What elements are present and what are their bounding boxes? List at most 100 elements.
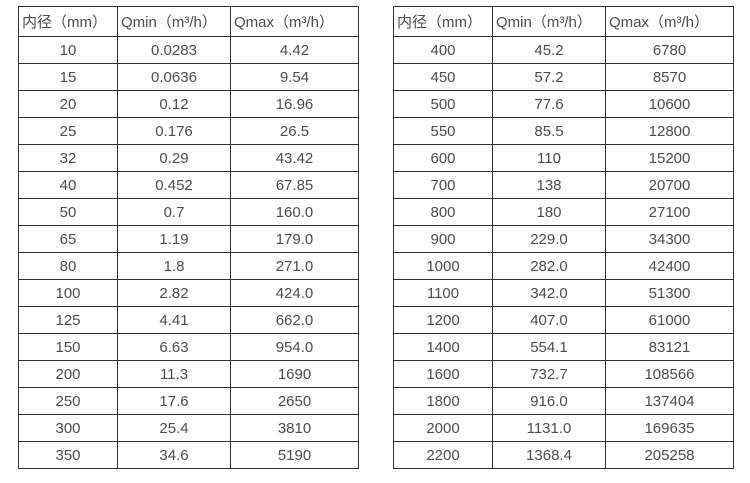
cell: 179.0 [230, 225, 359, 253]
cell: 200 [18, 360, 118, 388]
cell: 1.19 [117, 225, 231, 253]
cell: 2.82 [117, 279, 231, 307]
cell: 1600 [393, 360, 493, 388]
table-row: 350 34.6 5190 [18, 441, 359, 469]
table-row: 80 1.8 271.0 [18, 252, 359, 280]
cell: 1368.4 [492, 441, 606, 469]
cell: 1000 [393, 252, 493, 280]
cell: 10600 [605, 90, 734, 118]
cell: 40 [18, 171, 118, 199]
table-row: 800 180 27100 [393, 198, 734, 226]
cell: 26.5 [230, 117, 359, 145]
table-row: 150 6.63 954.0 [18, 333, 359, 361]
column-header: 内径（mm） [393, 6, 493, 37]
cell: 1131.0 [492, 414, 606, 442]
cell: 2200 [393, 441, 493, 469]
table-row: 450 57.2 8570 [393, 63, 734, 91]
cell: 2650 [230, 387, 359, 415]
cell: 77.6 [492, 90, 606, 118]
cell: 916.0 [492, 387, 606, 415]
cell: 4.42 [230, 36, 359, 64]
header-row: 内径（mm） Qmin（m³/h） Qmax（m³/h） [393, 6, 734, 37]
cell: 150 [18, 333, 118, 361]
table-row: 600 110 15200 [393, 144, 734, 172]
table-row: 65 1.19 179.0 [18, 225, 359, 253]
cell: 25.4 [117, 414, 231, 442]
column-header: Qmax（m³/h） [605, 6, 734, 37]
cell: 57.2 [492, 63, 606, 91]
table-row: 900 229.0 34300 [393, 225, 734, 253]
table-row: 125 4.41 662.0 [18, 306, 359, 334]
cell: 0.452 [117, 171, 231, 199]
table-row: 25 0.176 26.5 [18, 117, 359, 145]
cell: 500 [393, 90, 493, 118]
cell: 65 [18, 225, 118, 253]
column-header: Qmin（m³/h） [492, 6, 606, 37]
cell: 20 [18, 90, 118, 118]
table-row: 300 25.4 3810 [18, 414, 359, 442]
cell: 25 [18, 117, 118, 145]
table-row: 50 0.7 160.0 [18, 198, 359, 226]
cell: 0.0636 [117, 63, 231, 91]
cell: 169635 [605, 414, 734, 442]
cell: 1690 [230, 360, 359, 388]
cell: 1100 [393, 279, 493, 307]
cell: 83121 [605, 333, 734, 361]
cell: 6.63 [117, 333, 231, 361]
table-row: 100 2.82 424.0 [18, 279, 359, 307]
column-header: Qmin（m³/h） [117, 6, 231, 37]
cell: 407.0 [492, 306, 606, 334]
table-row: 1200 407.0 61000 [393, 306, 734, 334]
cell: 450 [393, 63, 493, 91]
cell: 34.6 [117, 441, 231, 469]
cell: 180 [492, 198, 606, 226]
table-header: 内径（mm） Qmin（m³/h） Qmax（m³/h） [393, 6, 734, 37]
cell: 205258 [605, 441, 734, 469]
cell: 662.0 [230, 306, 359, 334]
table-row: 250 17.6 2650 [18, 387, 359, 415]
table-header: 内径（mm） Qmin（m³/h） Qmax（m³/h） [18, 6, 359, 37]
cell: 3810 [230, 414, 359, 442]
cell: 43.42 [230, 144, 359, 172]
column-header: Qmax（m³/h） [230, 6, 359, 37]
table-row: 1000 282.0 42400 [393, 252, 734, 280]
table-row: 10 0.0283 4.42 [18, 36, 359, 64]
cell: 138 [492, 171, 606, 199]
cell: 137404 [605, 387, 734, 415]
cell: 80 [18, 252, 118, 280]
cell: 42400 [605, 252, 734, 280]
cell: 271.0 [230, 252, 359, 280]
table-row: 700 138 20700 [393, 171, 734, 199]
cell: 15 [18, 63, 118, 91]
cell: 8570 [605, 63, 734, 91]
cell: 45.2 [492, 36, 606, 64]
cell: 85.5 [492, 117, 606, 145]
cell: 15200 [605, 144, 734, 172]
cell: 600 [393, 144, 493, 172]
cell: 10 [18, 36, 118, 64]
table-row: 40 0.452 67.85 [18, 171, 359, 199]
cell: 900 [393, 225, 493, 253]
table-row: 400 45.2 6780 [393, 36, 734, 64]
table-row: 550 85.5 12800 [393, 117, 734, 145]
cell: 1.8 [117, 252, 231, 280]
flow-rate-table-large-diameters: 内径（mm） Qmin（m³/h） Qmax（m³/h） 400 45.2 6780 45… [393, 6, 734, 469]
cell: 20700 [605, 171, 734, 199]
table-row: 500 77.6 10600 [393, 90, 734, 118]
cell: 300 [18, 414, 118, 442]
table-row: 2000 1131.0 169635 [393, 414, 734, 442]
cell: 800 [393, 198, 493, 226]
table-body: 10 0.0283 4.42 15 0.0636 9.54 20 0.12 16.96 25 0.1… [18, 36, 359, 469]
cell: 5190 [230, 441, 359, 469]
table-row: 1400 554.1 83121 [393, 333, 734, 361]
cell: 67.85 [230, 171, 359, 199]
cell: 100 [18, 279, 118, 307]
cell: 108566 [605, 360, 734, 388]
flow-rate-table-small-diameters: 内径（mm） Qmin（m³/h） Qmax（m³/h） 10 0.0283 4.42 1… [18, 6, 359, 469]
cell: 32 [18, 144, 118, 172]
cell: 229.0 [492, 225, 606, 253]
table-row: 1100 342.0 51300 [393, 279, 734, 307]
cell: 1800 [393, 387, 493, 415]
cell: 700 [393, 171, 493, 199]
cell: 424.0 [230, 279, 359, 307]
